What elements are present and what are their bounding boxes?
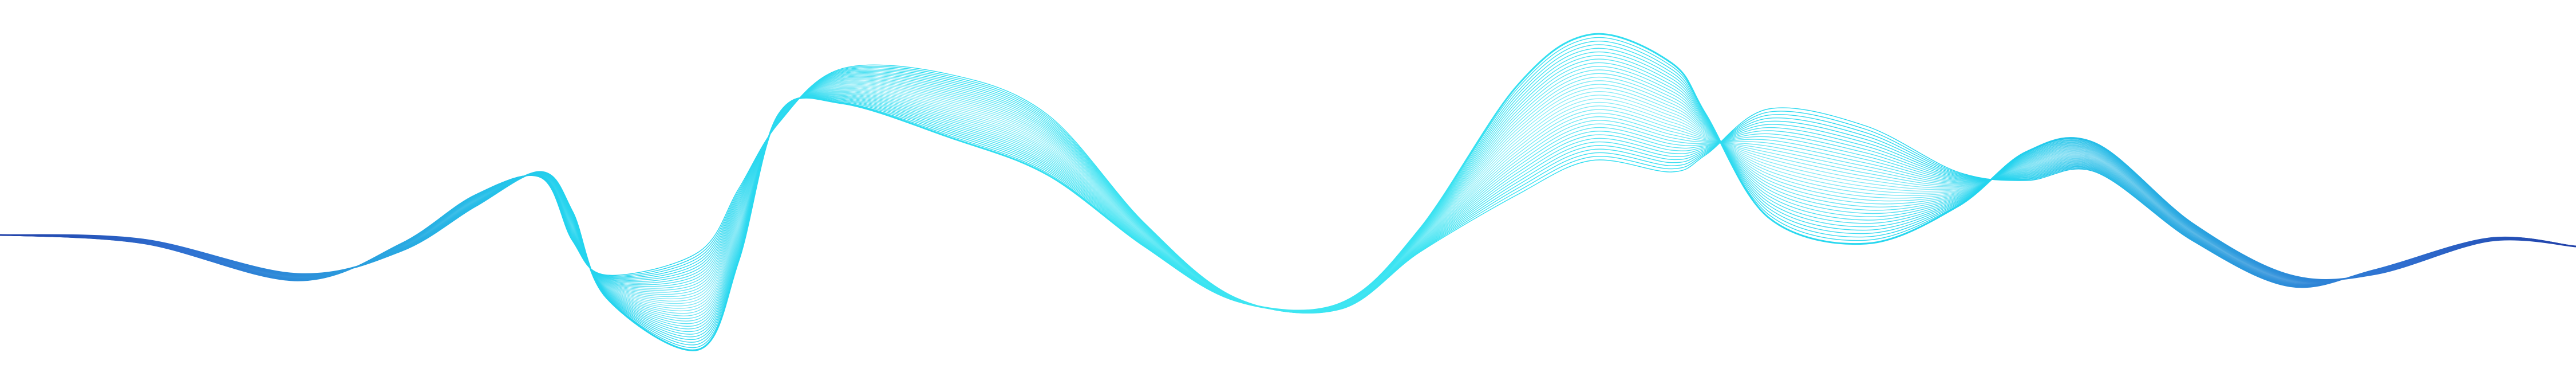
wave-line-group — [0, 33, 2576, 351]
wave-line — [0, 64, 2576, 314]
